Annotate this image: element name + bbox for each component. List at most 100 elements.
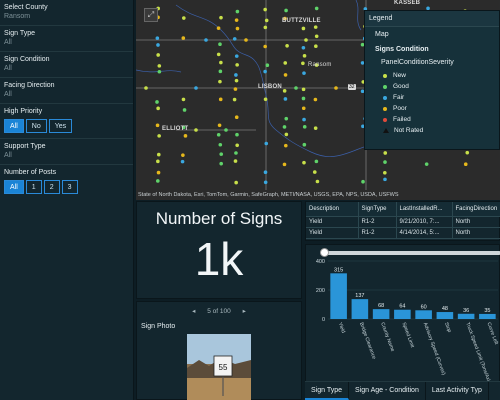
- sign-location-dot[interactable]: [219, 60, 223, 65]
- sign-location-dot[interactable]: [263, 170, 268, 175]
- sign-location-dot[interactable]: [263, 180, 268, 185]
- sign-location-dot[interactable]: [360, 89, 365, 94]
- sign-location-dot[interactable]: [284, 8, 288, 13]
- sign-location-dot[interactable]: [156, 159, 160, 164]
- sign-location-dot[interactable]: [283, 16, 287, 21]
- sign-condition-filter[interactable]: Sign Condition All: [0, 52, 133, 78]
- sign-location-dot[interactable]: [282, 162, 287, 167]
- county-filter[interactable]: Select County Ransom: [0, 0, 133, 26]
- sign-location-dot[interactable]: [181, 36, 186, 40]
- column-header[interactable]: Description: [306, 202, 359, 217]
- sign-location-dot[interactable]: [244, 38, 248, 42]
- sign-location-dot[interactable]: [465, 150, 470, 155]
- support-type-filter[interactable]: Support Type All: [0, 139, 133, 165]
- sign-location-dot[interactable]: [204, 38, 208, 42]
- sign-location-dot[interactable]: [234, 18, 239, 22]
- sign-location-dot[interactable]: [233, 87, 238, 91]
- sign-location-dot[interactable]: [234, 151, 238, 155]
- sign-location-dot[interactable]: [218, 142, 223, 147]
- high-priority-option-all[interactable]: All: [4, 119, 24, 133]
- posts-option-1[interactable]: 1: [25, 180, 42, 194]
- bar[interactable]: [394, 309, 411, 319]
- sign-location-dot[interactable]: [302, 142, 307, 147]
- sign-location-dot[interactable]: [157, 69, 162, 74]
- sign-location-dot[interactable]: [144, 86, 148, 90]
- sign-location-dot[interactable]: [314, 6, 319, 11]
- column-header[interactable]: LastInstalledR...: [396, 202, 453, 217]
- sign-location-dot[interactable]: [312, 170, 317, 174]
- tab-sign-age-condition[interactable]: Sign Age - Condition: [349, 382, 426, 400]
- tab-sign-type[interactable]: Sign Type: [305, 382, 350, 400]
- sign-location-dot[interactable]: [263, 25, 268, 30]
- sign-type-filter-value[interactable]: All: [4, 39, 12, 46]
- sign-location-dot[interactable]: [301, 87, 306, 92]
- sign-location-dot[interactable]: [155, 36, 160, 40]
- sign-location-dot[interactable]: [233, 159, 238, 163]
- expand-icon[interactable]: ⤢: [144, 8, 158, 22]
- sign-location-dot[interactable]: [155, 123, 160, 128]
- sign-location-dot[interactable]: [314, 159, 319, 164]
- sign-location-dot[interactable]: [216, 26, 221, 30]
- sign-location-dot[interactable]: [194, 86, 198, 90]
- support-type-filter-value[interactable]: All: [4, 152, 12, 159]
- sign-location-dot[interactable]: [156, 106, 160, 111]
- sign-location-dot[interactable]: [156, 43, 160, 47]
- prev-arrow-icon[interactable]: ◂: [192, 308, 196, 315]
- sign-location-dot[interactable]: [218, 97, 223, 102]
- sign-type-filter[interactable]: Sign Type All: [0, 26, 133, 52]
- bar[interactable]: [351, 299, 369, 319]
- sign-location-dot[interactable]: [194, 128, 198, 132]
- sign-location-dot[interactable]: [219, 15, 223, 20]
- county-filter-value[interactable]: Ransom: [4, 13, 31, 20]
- sign-location-dot[interactable]: [383, 177, 387, 182]
- facing-direction-filter[interactable]: Facing Direction All: [0, 78, 133, 104]
- sign-location-dot[interactable]: [301, 61, 305, 66]
- sign-location-dot[interactable]: [156, 179, 160, 183]
- sign-location-dot[interactable]: [263, 69, 267, 74]
- sign-location-dot[interactable]: [235, 9, 240, 14]
- sign-location-dot[interactable]: [155, 100, 159, 104]
- sign-location-dot[interactable]: [234, 115, 239, 120]
- sign-location-dot[interactable]: [181, 125, 186, 130]
- sign-location-dot[interactable]: [360, 42, 365, 47]
- sign-location-dot[interactable]: [363, 7, 368, 11]
- sign-location-dot[interactable]: [264, 141, 269, 146]
- sign-location-dot[interactable]: [301, 106, 306, 111]
- sign-location-dot[interactable]: [219, 152, 224, 156]
- sign-location-dot[interactable]: [218, 42, 222, 47]
- sign-location-dot[interactable]: [265, 63, 270, 68]
- sign-location-dot[interactable]: [156, 152, 161, 157]
- table-row[interactable]: Yield R1-2 9/21/2010, 7:... North: [306, 216, 500, 228]
- sign-location-dot[interactable]: [463, 162, 468, 167]
- sign-location-dot[interactable]: [313, 126, 318, 130]
- sign-location-dot[interactable]: [235, 143, 239, 148]
- sign-location-dot[interactable]: [263, 44, 267, 49]
- posts-option-all[interactable]: All: [4, 180, 24, 194]
- bar[interactable]: [457, 313, 475, 319]
- sign-location-dot[interactable]: [182, 108, 187, 112]
- sign-location-dot[interactable]: [224, 128, 228, 132]
- table-row[interactable]: Yield R1-2 4/14/2014, 5:... North: [306, 227, 500, 239]
- sign-location-dot[interactable]: [156, 170, 161, 175]
- sign-location-dot[interactable]: [301, 45, 306, 50]
- sign-location-dot[interactable]: [314, 63, 319, 67]
- sign-location-dot[interactable]: [301, 96, 306, 101]
- tab-last-activity-type[interactable]: Last Activity Typ: [426, 382, 489, 400]
- sign-location-dot[interactable]: [282, 89, 287, 93]
- bar[interactable]: [479, 313, 496, 319]
- sign-location-dot[interactable]: [285, 43, 289, 48]
- sign-location-dot[interactable]: [218, 79, 222, 84]
- sign-location-dot[interactable]: [156, 53, 160, 57]
- sign-location-dot[interactable]: [283, 73, 288, 77]
- sign-location-dot[interactable]: [282, 125, 287, 129]
- sign-location-dot[interactable]: [302, 125, 307, 129]
- sign-location-dot[interactable]: [294, 86, 298, 90]
- sign-location-dot[interactable]: [284, 116, 289, 121]
- sign-location-dot[interactable]: [218, 69, 223, 74]
- sign-photo[interactable]: 55: [187, 334, 251, 400]
- sign-location-dot[interactable]: [157, 134, 161, 138]
- sign-location-dot[interactable]: [182, 16, 186, 20]
- sign-location-dot[interactable]: [219, 161, 223, 166]
- sign-location-dot[interactable]: [264, 18, 269, 23]
- sign-location-dot[interactable]: [315, 179, 320, 184]
